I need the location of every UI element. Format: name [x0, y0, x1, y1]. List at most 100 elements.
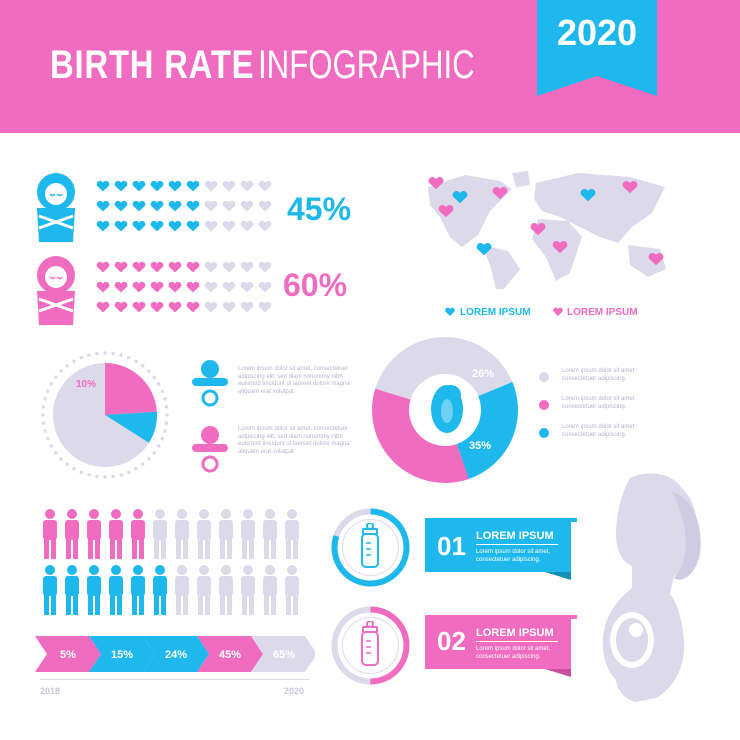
pie-ring-dot — [103, 475, 107, 479]
pie-ring-dot — [41, 405, 46, 409]
heart-mark — [96, 180, 110, 192]
page-title: BIRTH RATE — [50, 43, 255, 87]
timeline-end-year: 2020 — [284, 686, 305, 696]
heart-mark — [186, 180, 200, 192]
heart-mark — [168, 261, 182, 273]
heart-mark — [258, 180, 272, 192]
pie-ring-dot — [163, 429, 167, 433]
person-icon — [241, 509, 255, 559]
pie-ring-dot — [140, 364, 145, 368]
pie-ring-dot — [147, 457, 151, 461]
pie-ring-dot — [95, 474, 99, 479]
donut-slice — [372, 388, 469, 483]
heart-mark — [114, 220, 128, 232]
info-box-1 — [425, 518, 577, 580]
pie-ring-dot — [119, 473, 123, 477]
heart-mark — [150, 261, 164, 273]
pie-ring-dot — [43, 429, 47, 433]
person-icon — [263, 509, 277, 559]
person-icon — [43, 565, 57, 615]
year-ribbon — [537, 0, 657, 96]
heart-mark — [96, 261, 110, 273]
pacifier-blue-icon — [192, 360, 228, 407]
heart-mark — [168, 200, 182, 212]
pie-ring-dot — [156, 444, 161, 448]
gauge-inner-ring — [342, 617, 399, 674]
timeline-axis — [40, 679, 310, 680]
person-icon — [153, 509, 167, 559]
pie-ring-dot — [54, 375, 58, 380]
pie-ring-dot — [160, 389, 165, 394]
person-icon — [175, 565, 189, 615]
map-marker — [648, 252, 664, 266]
heart-mark — [186, 220, 200, 232]
people-pictograph — [43, 509, 299, 615]
donut-legend-text-3: Lorem ipsum dolor sit amet, consectetuer… — [562, 424, 637, 438]
timeline-step — [89, 636, 155, 672]
timeline-step-label: 45% — [219, 649, 241, 661]
map-marker — [580, 188, 596, 202]
gauge-fill — [331, 606, 410, 685]
person-icon — [263, 565, 277, 615]
heart-mark — [150, 301, 164, 313]
heart-mark — [204, 281, 218, 293]
map-marker — [622, 180, 638, 194]
donut-chart — [372, 337, 518, 483]
heart-mark — [204, 200, 218, 212]
person-icon — [241, 565, 255, 615]
pie-ring-dot — [41, 421, 46, 425]
person-icon — [109, 565, 123, 615]
pregnant-woman-silhouette — [602, 473, 701, 702]
pie-ring-dot — [79, 355, 84, 360]
baby-bottle-pink-icon — [361, 621, 379, 666]
person-icon — [65, 509, 79, 559]
timeline-step-label: 15% — [111, 649, 133, 661]
map-markers — [428, 176, 664, 266]
legend-dot-lavender — [539, 372, 549, 382]
timeline-arrows: 5% 15% 24% 45% 65% — [35, 636, 315, 672]
pie-ring-dot — [160, 436, 165, 441]
heart-mark — [258, 301, 272, 313]
pie-ring-dot — [119, 353, 123, 357]
pie-slice-label: 10% — [76, 379, 97, 390]
pie-ring-dot — [49, 382, 54, 386]
heart-mark — [222, 281, 236, 293]
pie-ring-dot — [164, 421, 169, 425]
pie-ring-dot — [79, 470, 84, 475]
heart-mark — [114, 261, 128, 273]
heart-mark — [168, 281, 182, 293]
donut-legend-text-1: Lorem ipsum dolor sit amet, consectetuer… — [562, 368, 637, 382]
pie-ring-dot — [45, 389, 50, 394]
heart-mark — [258, 220, 272, 232]
person-icon — [285, 565, 299, 615]
timeline-step-label: 5% — [60, 649, 76, 661]
pie-ring-dot — [41, 413, 45, 417]
timeline-step — [251, 636, 315, 672]
map-legend-blue: LOREM IPSUM — [460, 307, 531, 318]
hearts-grid-pink — [96, 261, 272, 313]
pie-ring-dot — [65, 364, 70, 368]
heart-mark — [150, 220, 164, 232]
map-marker — [428, 176, 444, 190]
heart-mark — [132, 200, 146, 212]
person-icon — [219, 509, 233, 559]
timeline-step — [143, 636, 209, 672]
heart-icon — [445, 307, 455, 316]
pie-chart — [41, 351, 169, 479]
legend-dot-blue — [539, 428, 549, 438]
hearts-grid-blue — [96, 180, 272, 232]
timeline-step — [35, 636, 101, 672]
boy-percentage: 45% — [287, 191, 352, 227]
baby-boy-icon — [37, 173, 75, 242]
year-label: 2020 — [556, 12, 638, 53]
pie-ring-dot — [163, 397, 167, 401]
map-marker — [530, 222, 546, 236]
pie-ring-dot — [134, 466, 138, 471]
heart-mark — [258, 261, 272, 273]
timeline-step — [197, 636, 263, 672]
heart-mark — [132, 180, 146, 192]
pie-ring-dot — [164, 405, 169, 409]
heart-mark — [186, 301, 200, 313]
person-icon — [285, 509, 299, 559]
heart-mark — [132, 261, 146, 273]
